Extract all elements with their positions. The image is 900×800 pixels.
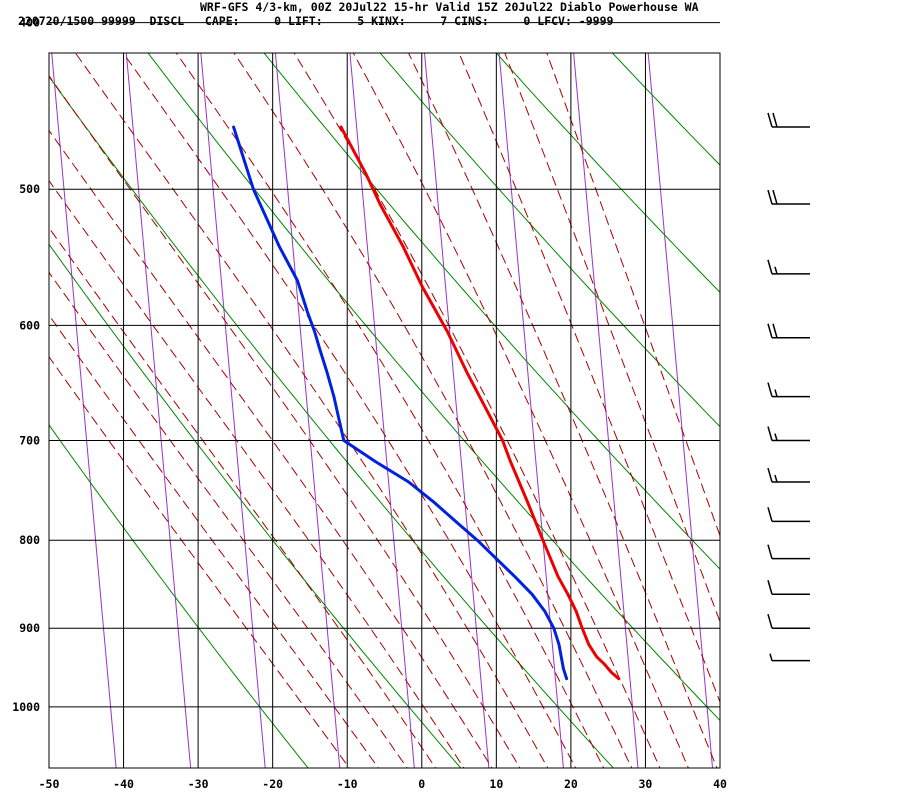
moist-adiabat-line xyxy=(49,179,465,768)
moist-adiabat-line xyxy=(49,129,493,768)
wind-barb xyxy=(769,653,810,662)
traces xyxy=(232,125,621,681)
wind-barb-flag xyxy=(772,189,778,205)
moist-adiabat-line xyxy=(74,53,549,768)
wind-barb-flag xyxy=(767,580,773,595)
background-lines xyxy=(0,48,900,773)
y-tick-label: 600 xyxy=(19,318,40,332)
isotherm-line xyxy=(274,53,341,768)
wind-barb-flag xyxy=(767,323,773,338)
isotherm-line xyxy=(871,48,900,773)
wind-barb xyxy=(767,544,810,560)
y-tick-label: 400 xyxy=(19,16,40,30)
moist-adiabat-line xyxy=(49,226,437,768)
dry-adiabat-line xyxy=(49,243,462,768)
isotherm-line xyxy=(349,53,415,768)
x-tick-label: -20 xyxy=(262,777,283,791)
moist-adiabat-line xyxy=(49,75,521,768)
isotherm-line xyxy=(797,48,862,773)
dry-adiabat-line xyxy=(49,424,309,768)
chart-header-indices: 220720/1500 99999 DISCL CAPE: 0 LIFT: 5 … xyxy=(18,14,614,28)
moist-adiabat-line xyxy=(175,53,605,768)
y-tick-label: 500 xyxy=(19,182,40,196)
y-tick-label: 700 xyxy=(19,434,40,448)
wind-barb-flag xyxy=(767,189,773,205)
wind-barb xyxy=(767,580,810,596)
moist-adiabat-line xyxy=(233,53,633,768)
temperature-trace xyxy=(339,125,621,681)
dry-adiabat-line xyxy=(379,53,720,428)
x-tick-label: 40 xyxy=(713,777,727,791)
wind-barb xyxy=(767,467,810,483)
x-tick-label: 30 xyxy=(639,777,653,791)
x-tick-label: 20 xyxy=(564,777,578,791)
dry-adiabat-line xyxy=(49,75,615,768)
moist-adiabat-line xyxy=(504,53,720,624)
wind-barb xyxy=(767,259,810,275)
wind-barb xyxy=(767,507,810,523)
wind-barb-half-flag xyxy=(774,389,778,397)
dewpoint-trace xyxy=(232,125,569,681)
moist-adiabat-line xyxy=(49,314,379,768)
moist-adiabat-line xyxy=(49,355,350,768)
dry-adiabat-line xyxy=(611,53,720,166)
x-tick-label: -40 xyxy=(113,777,134,791)
y-tick-label: 900 xyxy=(19,621,40,635)
x-tick-label: -30 xyxy=(188,777,209,791)
plot-frame xyxy=(48,52,721,769)
x-tick-labels: -50 -40 -30 -20 -10 0 10 20 30 40 xyxy=(39,777,727,791)
wind-barb xyxy=(767,112,810,128)
wind-barb xyxy=(767,613,810,629)
wind-barb-flag xyxy=(767,112,773,128)
wind-barb-half-flag xyxy=(774,433,778,441)
isotherm-line xyxy=(647,53,714,768)
wind-barb-flag xyxy=(767,507,773,522)
dry-adiabat-line xyxy=(147,53,720,722)
moist-adiabat-line xyxy=(407,53,718,768)
wind-barb-half-flag xyxy=(769,653,773,661)
wind-barb-flag xyxy=(772,323,778,338)
x-tick-label: -10 xyxy=(337,777,358,791)
dry-adiabat-line xyxy=(840,48,900,773)
isotherm-line xyxy=(722,48,787,773)
moist-adiabat-line xyxy=(458,53,720,704)
wind-barb-half-flag xyxy=(774,474,778,483)
isotherm-line xyxy=(200,53,266,768)
wind-barb-flag xyxy=(767,467,773,483)
wind-barb xyxy=(767,189,810,205)
wind-barb-half-flag xyxy=(774,266,778,275)
wind-barb-flag xyxy=(767,382,773,397)
wind-barb xyxy=(767,382,810,398)
y-tick-label: 1000 xyxy=(12,700,40,714)
wind-barb xyxy=(767,323,810,339)
wind-barb xyxy=(767,426,810,442)
x-tick-label: 0 xyxy=(418,777,425,791)
moist-adiabat-line xyxy=(293,53,661,768)
moist-adiabat-line xyxy=(352,53,689,768)
dry-adiabat-line xyxy=(263,53,720,570)
dry-adiabat-line xyxy=(495,53,720,294)
x-tick-label: -50 xyxy=(39,777,60,791)
wind-barb-flag xyxy=(767,613,773,629)
grid xyxy=(48,22,721,769)
wind-barbs xyxy=(767,112,810,662)
y-tick-label: 800 xyxy=(19,533,40,547)
dry-adiabat-line xyxy=(724,48,900,773)
x-tick-label: 10 xyxy=(489,777,503,791)
isotherm-line xyxy=(424,53,490,768)
wind-barb-flag xyxy=(767,426,773,441)
chart-header-title: WRF-GFS 4/3-km, 00Z 20Jul22 15-hr Valid … xyxy=(200,0,699,14)
wind-barb-flag xyxy=(767,544,773,559)
isotherm-line xyxy=(51,53,117,768)
moist-adiabat-line xyxy=(49,271,408,768)
isotherm-line xyxy=(125,53,192,768)
wind-barb-flag xyxy=(772,112,778,128)
isotherm-line xyxy=(0,48,42,773)
wind-barb-flag xyxy=(767,259,773,275)
y-tick-labels: 400 500 600 700 800 900 1000 xyxy=(12,16,40,714)
moist-adiabat-line xyxy=(122,53,577,768)
